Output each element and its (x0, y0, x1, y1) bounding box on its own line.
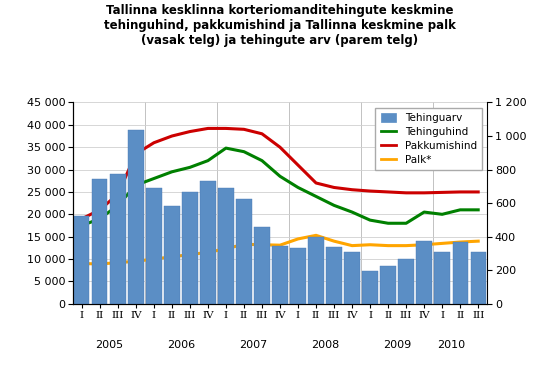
Bar (236, 199, 251, 304)
Bar (182, 192, 198, 304)
Text: 2009: 2009 (383, 340, 411, 350)
Bar (326, 247, 342, 304)
Bar (128, 130, 143, 304)
Bar (146, 188, 161, 304)
Text: 2008: 2008 (311, 340, 339, 350)
Bar (164, 206, 180, 304)
Bar (254, 227, 269, 304)
Bar (452, 242, 468, 304)
Bar (110, 174, 125, 304)
Bar (272, 246, 288, 304)
Bar (344, 253, 360, 304)
Bar (470, 253, 486, 304)
Legend: Tehinguarv, Tehinguhind, Pakkumishind, Palk*: Tehinguarv, Tehinguhind, Pakkumishind, P… (376, 108, 482, 170)
Bar (92, 179, 108, 304)
Bar (290, 248, 306, 304)
Bar (399, 259, 414, 304)
Text: 2005: 2005 (95, 340, 123, 350)
Bar (74, 216, 90, 304)
Text: 2007: 2007 (239, 340, 267, 350)
Bar (380, 266, 396, 304)
Text: Tallinna kesklinna korteriomanditehingute keskmine
tehinguhind, pakkumishind ja : Tallinna kesklinna korteriomanditehingut… (104, 4, 456, 46)
Bar (362, 271, 378, 304)
Bar (200, 181, 216, 304)
Bar (218, 188, 234, 304)
Bar (435, 251, 450, 304)
Bar (309, 237, 324, 304)
Bar (417, 241, 432, 304)
Text: 2006: 2006 (167, 340, 195, 350)
Text: 2010: 2010 (437, 340, 465, 350)
